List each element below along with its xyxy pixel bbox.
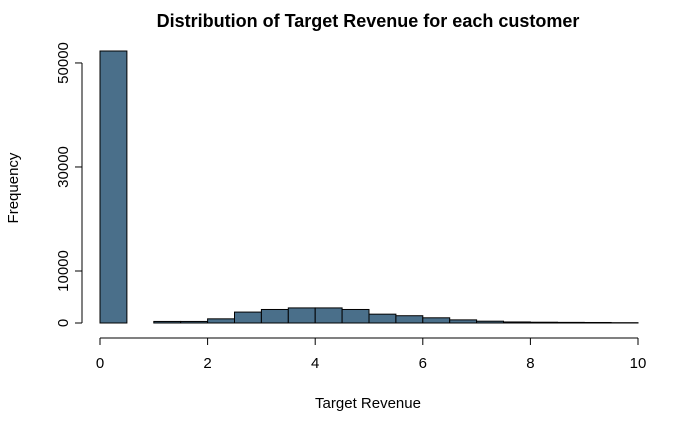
histogram-bar [529, 321, 558, 324]
histogram-bar [207, 318, 236, 324]
y-tick-label: 0 [55, 319, 72, 327]
x-axis-label: Target Revenue [315, 395, 421, 412]
y-tick-label: 30000 [55, 146, 72, 188]
histogram-bar [99, 50, 128, 324]
histogram-bar [476, 320, 505, 324]
histogram-bar [234, 311, 262, 324]
y-tick-label: 10000 [55, 250, 72, 292]
histogram-bar [314, 307, 343, 324]
x-tick-label: 2 [203, 355, 211, 372]
x-tick-label: 4 [311, 355, 319, 372]
y-axis: 0 10000 30000 50000 [55, 42, 83, 327]
y-tick-label: 50000 [55, 42, 72, 84]
histogram-bar [287, 307, 316, 324]
histogram-bar [260, 308, 289, 324]
bars-group [99, 50, 639, 324]
histogram-bar [583, 321, 612, 324]
histogram-bar [368, 313, 397, 324]
histogram-bar [422, 317, 451, 324]
x-tick-label: 10 [630, 355, 647, 372]
x-tick-label: 8 [526, 355, 534, 372]
histogram-bar [449, 319, 478, 324]
histogram-bar [503, 321, 531, 324]
histogram-bar [395, 315, 424, 324]
histogram-bar [556, 321, 585, 324]
chart-title: Distribution of Target Revenue for each … [157, 11, 580, 31]
histogram-bar [341, 308, 370, 324]
x-axis: 0 2 4 6 8 10 [96, 337, 647, 372]
y-axis-label: Frequency [5, 152, 22, 223]
histogram-bar [180, 320, 209, 324]
x-tick-label: 0 [96, 355, 104, 372]
histogram-bar [153, 320, 182, 324]
x-tick-label: 6 [419, 355, 427, 372]
